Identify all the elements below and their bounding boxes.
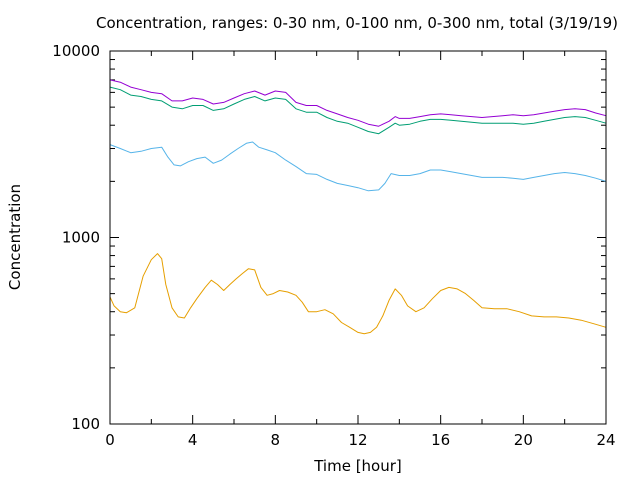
x-tick-label: 8 bbox=[271, 431, 281, 449]
x-tick-label: 4 bbox=[188, 431, 198, 449]
series-line-1 bbox=[109, 253, 607, 335]
x-axis-label: Time [hour] bbox=[313, 457, 402, 475]
x-tick-label: 20 bbox=[514, 431, 533, 449]
x-tick-label: 12 bbox=[348, 431, 367, 449]
y-tick-label: 100 bbox=[71, 415, 100, 433]
y-tick-label: 10000 bbox=[52, 42, 100, 60]
chart-title: Concentration, ranges: 0-30 nm, 0-100 nm… bbox=[96, 14, 618, 32]
series-line-4 bbox=[109, 79, 607, 127]
x-tick-label: 16 bbox=[431, 431, 450, 449]
y-axis-label: Concentration bbox=[6, 184, 24, 290]
axis-ticks: 0 4 8 12 16 20 24 100 1000 10000 bbox=[52, 42, 615, 449]
x-tick-label: 24 bbox=[596, 431, 615, 449]
plot-frame bbox=[109, 50, 607, 425]
y-tick-label: 1000 bbox=[62, 229, 100, 247]
x-tick-label: 0 bbox=[105, 431, 115, 449]
series-line-2 bbox=[109, 141, 607, 192]
series-line-3 bbox=[109, 86, 607, 135]
data-series bbox=[109, 79, 607, 335]
